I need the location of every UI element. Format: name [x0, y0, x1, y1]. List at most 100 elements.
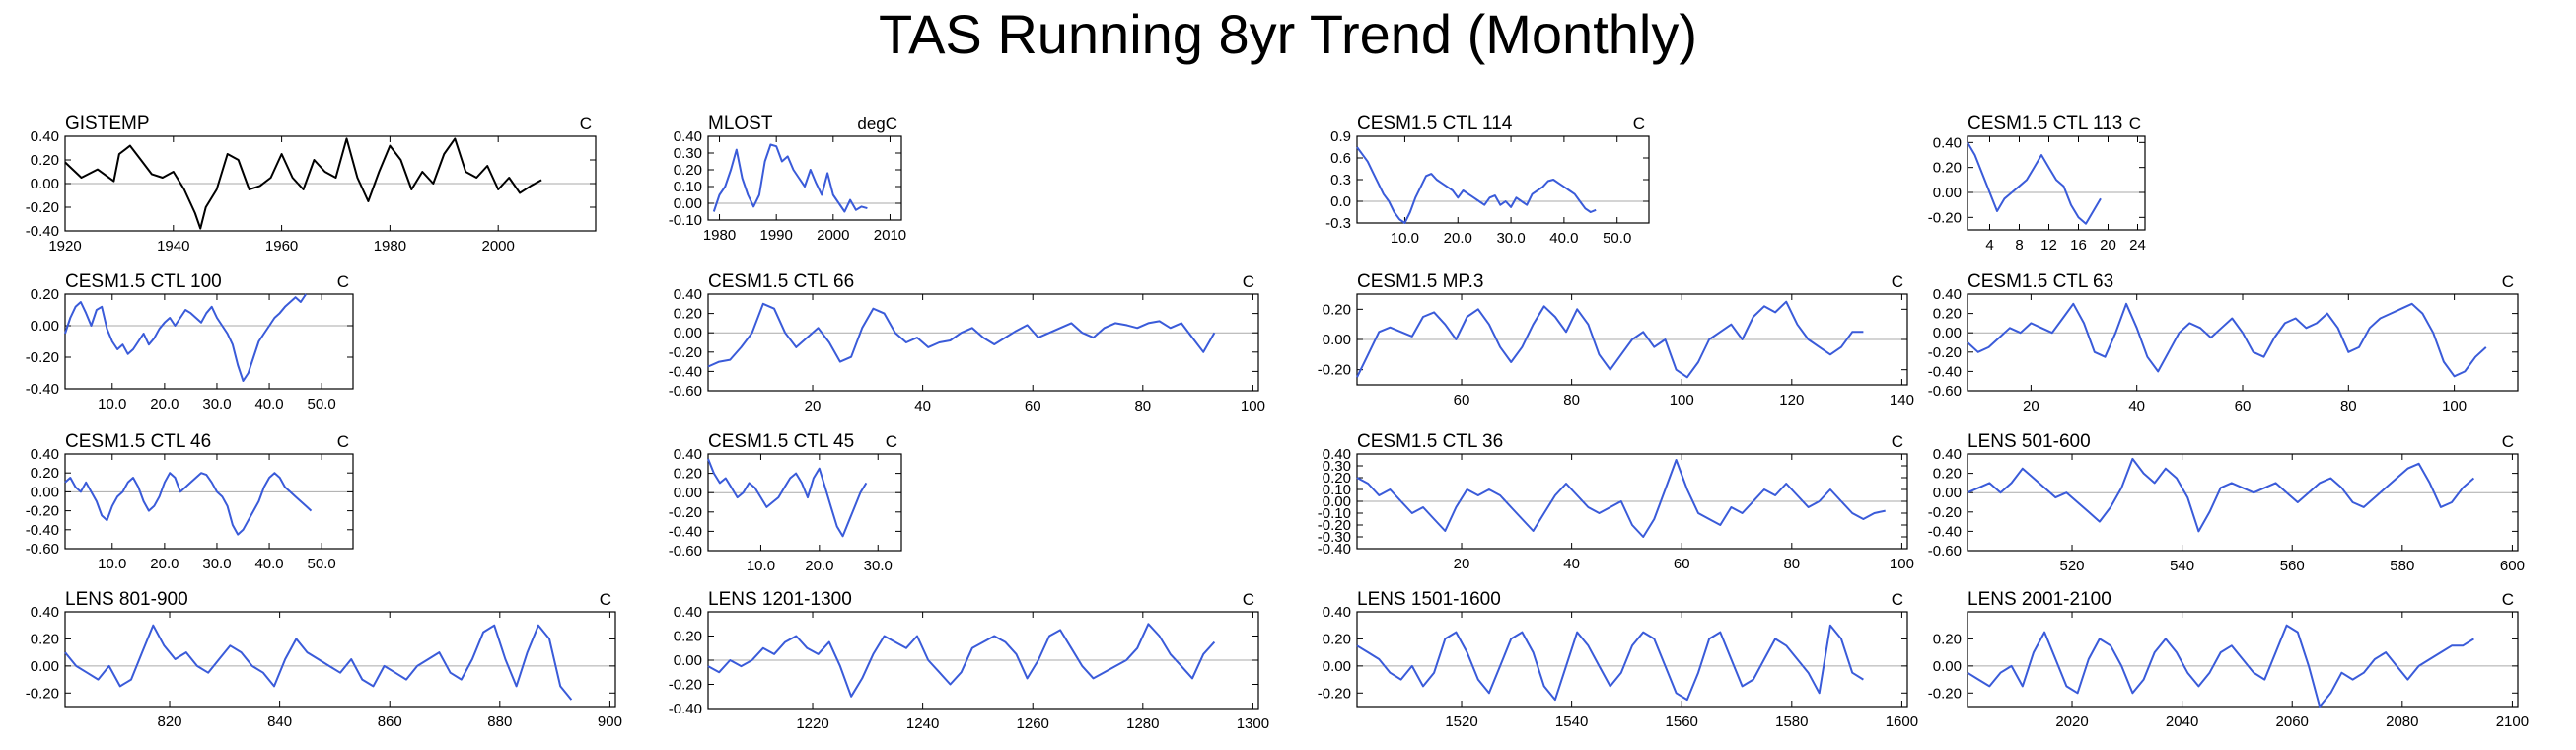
chart-svg: -0.40 -0.20 0.00 0.20 10.0 20.0 30.0 40.0 50.0 CE… [26, 271, 354, 412]
plot-group: -0.20 0.00 0.20 60 80 100 120 140 CESM1.5 MP.3 C [1318, 271, 1914, 409]
plot-group: -0.60 -0.40 -0.20 0.00 0.20 0.40 20 40 60 80 100 CE… [669, 271, 1265, 414]
y-tick-label: -0.20 [1318, 362, 1351, 379]
x-tick-label: 860 [378, 713, 402, 730]
chart-panel: -0.20 0.00 0.20 0.40 820 840 860 880 900 LENS 801… [4, 582, 639, 741]
plot-frame [1967, 453, 2519, 552]
series-line [712, 143, 868, 213]
panel-units: C [337, 432, 349, 451]
x-tick-label: 120 [1779, 392, 1804, 409]
x-tick-label: 2080 [2386, 713, 2418, 730]
y-tick-label: 0.00 [1933, 185, 1962, 201]
y-tick-label: 0.40 [674, 446, 702, 463]
y-tick-label: 0.20 [674, 162, 702, 179]
x-tick-label: 24 [2129, 237, 2146, 254]
x-tick-label: 80 [1134, 398, 1151, 414]
chart-panel: -0.60 -0.40 -0.20 0.00 0.20 0.40 10.0 20.0 30.0 4… [4, 424, 377, 583]
plot-group: -0.20 0.00 0.20 0.40 820 840 860 880 900 LENS 801… [26, 589, 622, 730]
y-tick-label: 0.40 [1323, 446, 1351, 463]
plot-group: -0.60 -0.40 -0.20 0.00 0.20 0.40 10.0 20.0 30.0 4… [26, 431, 354, 572]
chart-svg: -0.40 -0.20 0.00 0.20 0.40 1220 1240 1260 1280 13… [669, 589, 1269, 732]
y-tick-label: -0.60 [669, 543, 702, 560]
panel-title: GISTEMP [65, 113, 150, 134]
plot-frame [707, 453, 902, 552]
x-tick-label: 20.0 [1444, 230, 1472, 247]
x-tick-label: 1220 [796, 715, 828, 732]
x-tick-label: 1990 [759, 227, 792, 244]
y-tick-label: 0.20 [674, 629, 702, 645]
panel-title: CESM1.5 CTL 66 [708, 271, 854, 292]
x-tick-label: 1980 [374, 238, 406, 255]
x-tick-label: 2010 [874, 227, 906, 244]
plot-group: -0.20 0.00 0.20 0.40 1520 1540 1560 1580 1600 LEN… [1318, 589, 1918, 730]
chart-panel: -0.3 0.0 0.3 0.6 0.9 10.0 20.0 30.0 40.0 50.0 CESM… [1296, 107, 1673, 258]
chart-svg: -0.60 -0.40 -0.20 0.00 0.20 0.40 20 40 60 80 100 CE… [1928, 271, 2519, 414]
y-tick-label: 0.00 [1933, 658, 1962, 675]
panel-units: C [1892, 432, 1903, 451]
panel-units: C [886, 432, 897, 451]
y-tick-label: -0.10 [669, 212, 702, 229]
x-tick-label: 140 [1890, 392, 1914, 409]
y-tick-label: -0.40 [669, 701, 702, 717]
plot-frame [1967, 611, 2519, 708]
y-tick-label: 0.20 [31, 286, 59, 303]
x-tick-label: 10.0 [1391, 230, 1419, 247]
panel-units: C [600, 590, 611, 609]
x-tick-label: 10.0 [98, 396, 126, 412]
plot-frame [64, 611, 616, 708]
plot-group: -0.40 -0.20 0.00 0.20 0.40 1920 1940 1960 1980 20… [26, 113, 597, 255]
chart-svg: -0.20 0.00 0.20 2020 2040 2060 2080 2100 LENS 20… [1928, 589, 2529, 730]
y-tick-label: 0.10 [1323, 482, 1351, 498]
x-tick-label: 30.0 [864, 558, 893, 574]
x-tick-label: 60 [1674, 556, 1690, 572]
plot-group: -0.40-0.30-0.20-0.100.000.100.200.300.40… [1318, 431, 1914, 572]
x-tick-label: 50.0 [308, 556, 336, 572]
y-tick-label: 0.00 [674, 195, 702, 212]
panel-title: CESM1.5 CTL 114 [1357, 113, 1513, 134]
y-tick-label: 0.00 [31, 658, 59, 675]
x-tick-label: 10.0 [98, 556, 126, 572]
chart-panel: -0.20 0.00 0.20 0.40 4 8 12 16 20 24 CESM1.5 CTL 1… [1906, 107, 2169, 264]
x-tick-label: 540 [2170, 558, 2194, 574]
panel-units: C [2502, 590, 2514, 609]
x-tick-label: 20 [2100, 237, 2116, 254]
y-tick-label: -0.40 [669, 363, 702, 380]
y-tick-label: -0.20 [1928, 344, 1962, 361]
chart-svg: -0.20 0.00 0.20 60 80 100 120 140 CESM1.5 MP.3 C [1318, 271, 1914, 409]
plot-group: -0.100.000.100.200.300.40 1980 1990 2000 201… [669, 113, 906, 244]
x-tick-label: 100 [1890, 556, 1914, 572]
y-tick-label: 0.40 [1323, 604, 1351, 621]
x-tick-label: 1540 [1555, 713, 1588, 730]
plot-frame [1967, 135, 2146, 231]
panel-title: CESM1.5 CTL 46 [65, 431, 211, 452]
y-tick-label: 0.20 [1323, 470, 1351, 487]
y-tick-label: 0.6 [1330, 150, 1351, 167]
series-line [64, 293, 308, 382]
x-tick-label: 2000 [481, 238, 514, 255]
x-tick-label: 60 [1454, 392, 1470, 409]
x-tick-label: 30.0 [202, 396, 231, 412]
y-tick-label: -0.20 [26, 349, 59, 366]
y-tick-label: 0.00 [31, 176, 59, 192]
y-tick-label: 0.40 [31, 446, 59, 463]
panel-title: LENS 2001-2100 [1968, 589, 2111, 610]
chart-svg: -0.100.000.100.200.300.40 1980 1990 2000 201… [669, 113, 906, 244]
y-tick-label: 0.9 [1330, 128, 1351, 145]
y-tick-label: -0.20 [26, 503, 59, 520]
x-tick-label: 40 [1563, 556, 1580, 572]
chart-panel: -0.60 -0.40 -0.20 0.00 0.20 0.40 20 40 60 80 100 CE… [647, 264, 1282, 425]
x-tick-label: 1940 [157, 238, 189, 255]
series-line [64, 137, 542, 230]
x-tick-label: 1580 [1775, 713, 1808, 730]
y-tick-label: 0.20 [1933, 306, 1962, 323]
y-tick-label: -0.20 [669, 677, 702, 694]
chart-panel: -0.40 -0.20 0.00 0.20 0.40 1920 1940 1960 1980 20… [4, 107, 619, 265]
chart-svg: -0.20 0.00 0.20 0.40 820 840 860 880 900 LENS 801… [26, 589, 622, 730]
y-tick-label: -0.20 [1928, 504, 1962, 521]
y-tick-label: -0.20 [1318, 517, 1351, 534]
x-tick-label: 1600 [1886, 713, 1918, 730]
x-tick-label: 100 [1241, 398, 1265, 414]
x-tick-label: 30.0 [202, 556, 231, 572]
x-tick-label: 20.0 [805, 558, 833, 574]
x-tick-label: 560 [2280, 558, 2305, 574]
chart-svg: -0.3 0.0 0.3 0.6 0.9 10.0 20.0 30.0 40.0 50.0 CESM… [1325, 113, 1650, 247]
